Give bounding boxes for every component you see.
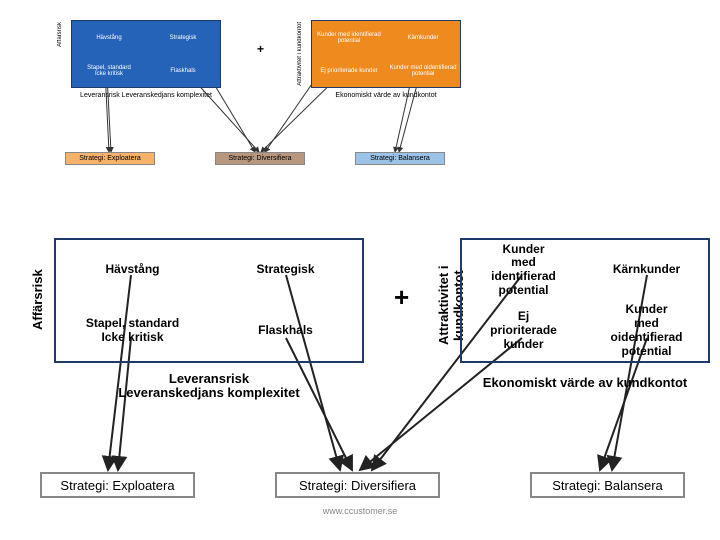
right-caption: Ekonomiskt värde av kundkontot (460, 375, 710, 390)
strategy-balansera: Strategi: Balansera (530, 472, 685, 498)
left-cell-strategisk: Strategisk (209, 240, 362, 301)
left-axis-label: Affärsrisk (30, 250, 45, 350)
mini-right-cell-tl: Kunder med identifierad potential (312, 21, 386, 54)
mini-strategy-diversifiera: Strategi: Diversifiera (215, 152, 305, 165)
mini-right-axis: Attraktivitet i kundkontot (297, 22, 307, 86)
mini-left-cell-tr: Strategisk (146, 21, 220, 54)
mini-diagram: Affärsrisk Attraktivitet i kundkontot Hä… (65, 12, 455, 182)
main-diagram: Affärsrisk Attraktivitet i kundkontot Hä… (0, 220, 720, 530)
left-matrix: Hävstång Strategisk Stapel, standardIcke… (54, 238, 364, 363)
right-cell-oidentifierad: Kundermedoidentifieradpotential (585, 301, 708, 362)
mini-left-caption: Leveransrisk Leveranskedjans komplexitet (71, 92, 221, 99)
left-cell-stapel: Stapel, standardIcke kritisk (56, 301, 209, 362)
mini-right-cell-tr: Kärnkunder (386, 21, 460, 54)
mini-strategy-balansera: Strategi: Balansera (355, 152, 445, 165)
mini-left-cell-tl: Hävstång (72, 21, 146, 54)
strategy-exploatera: Strategi: Exploatera (40, 472, 195, 498)
mini-right-matrix: Kunder med identifierad potential Kärnku… (311, 20, 461, 88)
mini-left-matrix: Hävstång Strategisk Stapel, standardIcke… (71, 20, 221, 88)
mini-plus: + (257, 42, 264, 56)
mini-right-cell-br: Kunder med oidentifierad potential (386, 54, 460, 87)
right-cell-ej-prioriterade: Ejprioriteradekunder (462, 301, 585, 362)
mini-left-axis: Affärsrisk (57, 22, 67, 47)
mini-left-cell-bl: Stapel, standardIcke kritisk (72, 54, 146, 87)
strategy-diversifiera: Strategi: Diversifiera (275, 472, 440, 498)
plus-sign: + (394, 282, 409, 313)
right-matrix: Kundermedidentifieradpotential Kärnkunde… (460, 238, 710, 363)
mini-strategy-exploatera: Strategi: Exploatera (65, 152, 155, 165)
left-cell-havstang: Hävstång (56, 240, 209, 301)
footer-url: www.ccustomer.se (0, 506, 720, 516)
left-caption: LeveransriskLeveranskedjans komplexitet (54, 372, 364, 401)
mini-left-cell-br: Flaskhals (146, 54, 220, 87)
left-caption-text: LeveransriskLeveranskedjans komplexitet (118, 371, 299, 400)
right-cell-karnkunder: Kärnkunder (585, 240, 708, 301)
mini-right-caption: Ekonomiskt värde av kundkontot (311, 92, 461, 99)
right-cell-identifierad: Kundermedidentifieradpotential (462, 240, 585, 301)
left-cell-flaskhals: Flaskhals (209, 301, 362, 362)
mini-right-cell-bl: Ej prioriterade kunder (312, 54, 386, 87)
